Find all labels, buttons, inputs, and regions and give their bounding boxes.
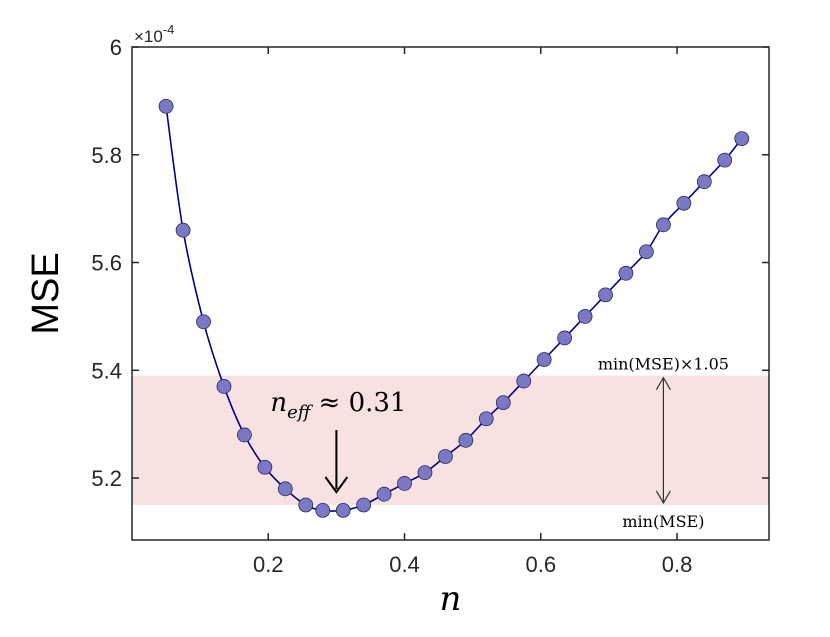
y-tick-label: 6 <box>110 35 122 60</box>
n-eff-subscript: eff <box>287 402 314 423</box>
data-point <box>158 98 174 114</box>
y-axis-title: MSE <box>25 252 67 334</box>
data-point <box>734 131 750 146</box>
data-point <box>516 373 532 389</box>
data-point <box>216 379 232 394</box>
y-exponent-label: ×10-4 <box>134 22 174 46</box>
data-point <box>696 174 712 190</box>
y-tick-label: 5.4 <box>91 358 122 383</box>
x-axis-title: n <box>440 579 462 619</box>
data-point <box>196 314 211 330</box>
data-point <box>717 152 733 168</box>
y-tick-label: 5.2 <box>91 466 122 491</box>
data-point <box>536 352 552 367</box>
data-point <box>376 486 392 502</box>
range-arrow-head-bottom <box>655 490 671 505</box>
data-point <box>417 465 433 481</box>
data-point <box>557 330 573 346</box>
x-tick-label: 0.2 <box>253 552 284 577</box>
n-eff-value: ≈ 0.31 <box>319 388 407 418</box>
n-eff-label: neff ≈ 0.31 <box>270 388 406 423</box>
ticks-layer: 0.2 0.4 0.6 0.8 5.2 5.4 5.6 5.8 6 <box>91 35 769 577</box>
y-tick-label: 5.8 <box>91 143 122 168</box>
n-eff-arrow-head <box>324 476 349 494</box>
data-point <box>298 497 314 513</box>
x-tick-label: 0.6 <box>525 552 556 577</box>
data-point <box>175 222 191 238</box>
y-tick-label: 5.6 <box>91 251 122 276</box>
annotation-layer: neff ≈ 0.31 min(MSE)×1.05 min(MSE) <box>270 355 729 531</box>
data-point <box>437 449 453 464</box>
data-point <box>335 502 351 518</box>
data-point <box>257 459 273 475</box>
axes-box <box>131 46 770 541</box>
data-point <box>495 395 511 411</box>
data-point <box>618 265 634 281</box>
min-threshold-label: min(MSE) <box>622 512 704 531</box>
data-point <box>356 497 372 513</box>
data-point <box>315 502 331 518</box>
y-exponent-power: -4 <box>163 22 175 37</box>
data-point <box>237 427 252 443</box>
y-exponent-base: ×10 <box>134 27 163 46</box>
data-point <box>598 287 613 303</box>
data-point <box>478 411 494 427</box>
data-point <box>397 476 412 491</box>
data-point <box>676 195 692 211</box>
data-point <box>638 244 654 260</box>
x-tick-label: 0.4 <box>389 552 420 577</box>
range-arrow-head-top <box>655 376 671 390</box>
data-point <box>577 308 593 324</box>
data-point <box>458 432 474 448</box>
x-tick-label: 0.8 <box>662 552 693 577</box>
n-eff-symbol: n <box>270 388 287 418</box>
data-point <box>656 217 671 233</box>
data-markers-layer <box>158 98 750 518</box>
data-point <box>277 481 293 497</box>
max-threshold-label: min(MSE)×1.05 <box>598 355 729 374</box>
